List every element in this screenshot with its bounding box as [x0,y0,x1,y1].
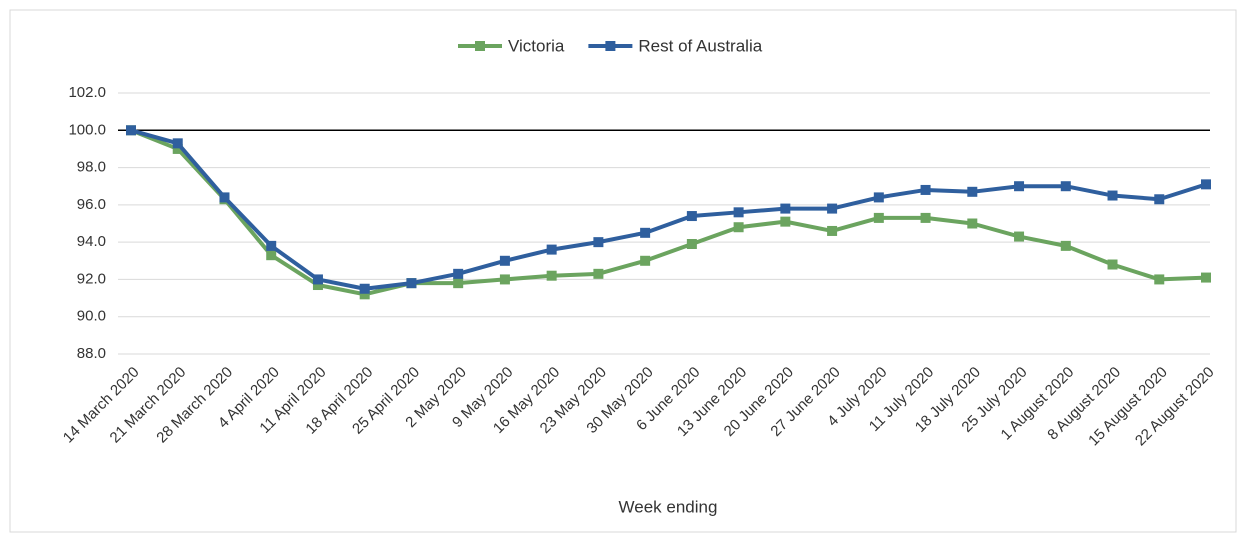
point-marker [827,203,838,214]
point-marker [1107,259,1118,270]
point-marker [686,211,697,222]
point-marker [920,184,931,195]
point-marker [1107,190,1118,201]
y-tick-label: 98.0 [77,159,106,176]
point-marker [1014,231,1025,242]
y-tick-label: 102.0 [68,84,106,101]
point-marker [266,250,277,261]
y-tick-label: 100.0 [68,121,106,138]
y-tick-label: 92.0 [77,270,106,287]
point-marker [1201,179,1211,190]
y-tick-label: 94.0 [77,233,106,250]
point-marker [593,237,604,248]
y-tick-label: 96.0 [77,196,106,213]
point-marker [126,125,136,136]
point-marker [640,227,651,238]
point-marker [686,239,697,250]
point-marker [453,278,464,289]
point-marker [1060,181,1071,192]
point-marker [780,216,791,227]
point-marker [172,143,183,154]
legend-marker [605,41,616,51]
legend-label: Rest of Australia [638,36,762,55]
point-marker [967,218,978,229]
point-marker [359,289,370,300]
point-marker [967,186,978,197]
point-marker [640,255,651,266]
point-marker [546,270,557,281]
point-marker [1060,240,1071,251]
point-marker [1154,194,1165,205]
point-marker [1154,274,1165,285]
series-line [130,128,1207,291]
point-marker [453,268,464,279]
point-marker [920,212,931,223]
point-marker [312,280,323,291]
point-marker [499,274,510,285]
point-marker [780,203,791,214]
point-marker [827,225,838,236]
series-line [130,128,1207,297]
legend-label: Victoria [508,36,565,55]
point-marker [406,278,417,289]
point-marker [266,240,277,251]
x-axis-title: Week ending [619,497,718,516]
point-marker [1014,181,1025,192]
point-marker [546,244,557,255]
y-tick-label: 90.0 [77,308,106,325]
point-marker [733,207,744,218]
legend-marker [475,41,485,51]
point-marker [593,268,604,279]
point-marker [359,283,370,294]
point-marker [312,274,323,285]
point-marker [873,192,884,203]
chart-frame [9,9,1237,533]
point-marker [499,255,510,266]
point-marker [1201,272,1211,283]
y-tick-label: 88.0 [77,345,106,362]
point-marker [733,222,744,233]
point-marker [873,212,884,223]
point-marker [219,192,230,203]
point-marker [172,138,183,149]
